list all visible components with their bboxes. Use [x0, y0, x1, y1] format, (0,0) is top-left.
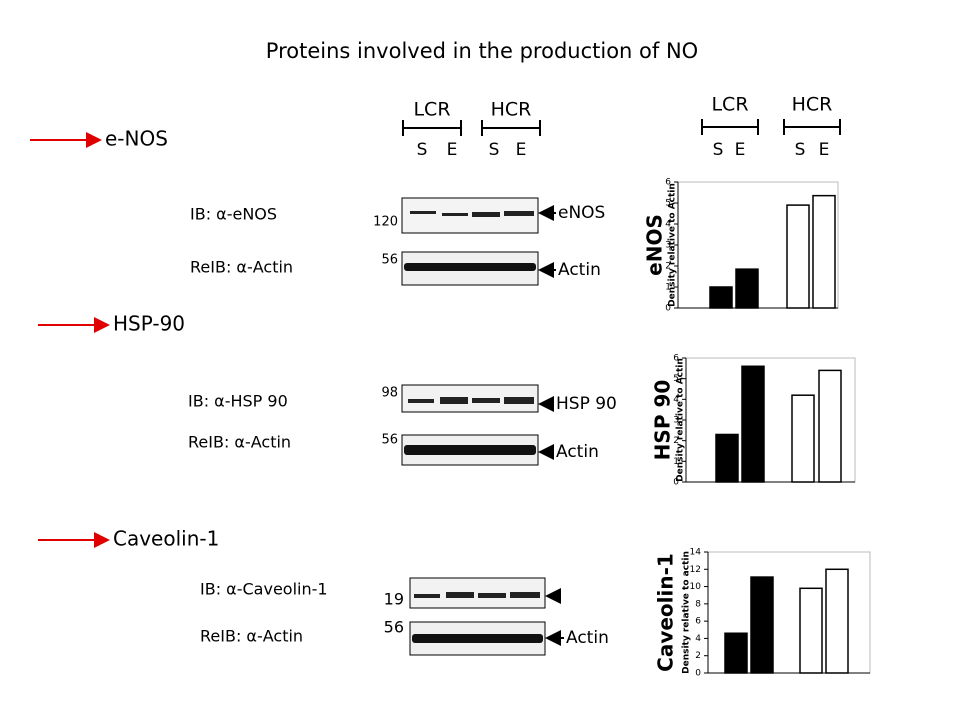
y-axis-label: Density relative to Actin — [668, 183, 678, 307]
y-tick-label: 4 — [673, 395, 679, 405]
band-label: Actin — [558, 260, 601, 280]
y-tick-label: 2 — [665, 262, 671, 272]
lane-label: S — [713, 140, 724, 160]
bands — [410, 211, 534, 217]
group-label: HCR — [792, 94, 833, 116]
slide-title: Proteins involved in the production of N… — [266, 39, 698, 63]
y-tick-label: 5 — [673, 374, 679, 384]
band-label: HSP 90 — [556, 394, 617, 414]
mw-marker: 56 — [381, 433, 398, 448]
reib-label: ReIB: α-Actin — [190, 258, 293, 277]
y-tick-label: 0 — [695, 669, 701, 679]
y-tick-label: 1 — [673, 457, 679, 467]
y-tick-label: 14 — [690, 548, 702, 558]
lane-label: E — [819, 140, 830, 160]
bar — [724, 632, 748, 674]
y-axis-label: Density relative to Actin — [676, 358, 686, 482]
y-tick-label: 4 — [695, 634, 701, 644]
lane-label: E — [735, 140, 746, 160]
panel-label: e-NOS — [105, 127, 168, 151]
panel-label: Caveolin-1 — [113, 527, 219, 551]
ib-label: IB: α-HSP 90 — [188, 392, 288, 411]
y-tick-label: 3 — [665, 241, 671, 251]
group-label: HCR — [491, 99, 532, 121]
bar — [741, 365, 765, 483]
ib-label: IB: α-Caveolin-1 — [200, 580, 328, 599]
ib-label: IB: α-eNOS — [190, 205, 277, 224]
band-label: eNOS — [558, 203, 605, 223]
y-axis-label: Density relative to actin — [682, 551, 692, 674]
bar — [709, 286, 733, 309]
y-tick-label: 2 — [673, 436, 679, 446]
lane-label: S — [417, 140, 428, 160]
reib-label: ReIB: α-Actin — [200, 627, 303, 646]
y-tick-label: 10 — [690, 582, 702, 592]
chart-title: Caveolin-1 — [654, 553, 678, 672]
lane-label: E — [447, 140, 458, 160]
bar — [750, 576, 774, 674]
y-tick-label: 1 — [665, 283, 671, 293]
bar — [812, 194, 836, 309]
y-tick-label: 0 — [665, 304, 671, 314]
bar — [818, 369, 842, 483]
bands — [414, 592, 540, 598]
y-tick-label: 6 — [673, 354, 679, 364]
band-label: Actin — [556, 442, 599, 462]
y-tick-label: 5 — [665, 199, 671, 209]
mw-marker: 120 — [373, 215, 398, 230]
y-tick-label: 6 — [695, 617, 701, 627]
panel-label: HSP-90 — [113, 312, 185, 336]
y-tick-label: 12 — [690, 565, 701, 575]
group-label: LCR — [413, 99, 450, 121]
y-tick-label: 2 — [695, 651, 701, 661]
bar — [791, 394, 815, 483]
y-tick-label: 6 — [665, 178, 671, 188]
bands — [404, 263, 536, 271]
mw-marker: 56 — [381, 253, 398, 268]
y-tick-label: 4 — [665, 220, 671, 230]
bar — [786, 204, 810, 309]
mw-marker: 19 — [384, 590, 404, 609]
y-tick-label: 3 — [673, 416, 679, 426]
band-label: Actin — [566, 628, 609, 648]
lane-label: S — [489, 140, 500, 160]
mw-marker: 56 — [384, 618, 404, 637]
bar — [825, 568, 849, 674]
group-label: LCR — [711, 94, 748, 116]
bar — [735, 268, 759, 309]
lane-label: S — [795, 140, 806, 160]
bands — [404, 445, 536, 455]
chart-title: HSP 90 — [651, 380, 675, 461]
bar — [799, 587, 823, 674]
chart-title: eNOS — [643, 214, 667, 276]
mw-marker: 98 — [381, 386, 398, 401]
blots — [401, 197, 546, 656]
bands — [408, 397, 534, 404]
bands — [412, 634, 543, 643]
lane-label: E — [516, 140, 527, 160]
y-tick-label: 8 — [695, 599, 701, 609]
bar — [715, 433, 739, 483]
reib-label: ReIB: α-Actin — [188, 433, 291, 452]
y-tick-label: 0 — [673, 478, 679, 488]
